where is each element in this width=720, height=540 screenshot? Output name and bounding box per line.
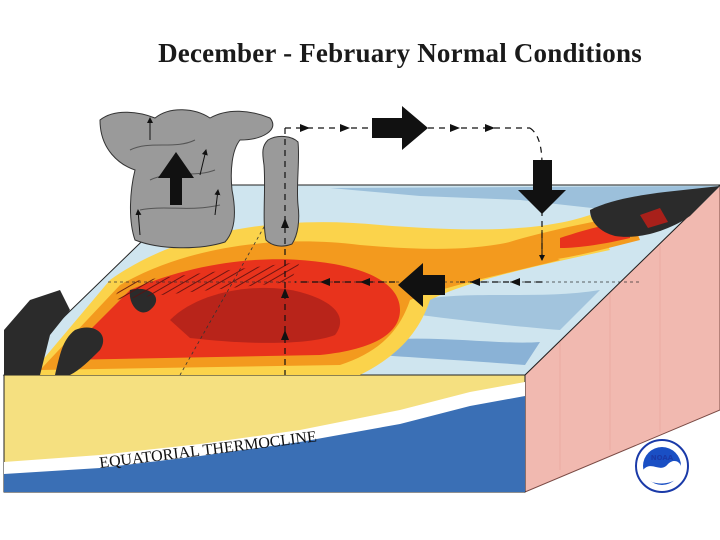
sst-warm-dark — [170, 287, 341, 343]
rising-air-arrow — [158, 152, 194, 205]
land-west — [4, 290, 70, 375]
trade-wind-arrow — [398, 263, 445, 307]
convection-cloud-large — [99, 109, 274, 249]
deep-cold-water — [4, 392, 525, 492]
noaa-logo-text: NOAA — [651, 454, 674, 462]
thermocline-band — [4, 382, 525, 474]
sinking-air-arrow — [518, 160, 566, 214]
convection-hatch — [112, 262, 300, 300]
noaa-logo: NOAA — [635, 439, 689, 493]
convection-cloud-small — [262, 135, 300, 247]
diagram-title: December - February Normal Conditions — [158, 38, 642, 68]
upper-flow-arrow — [372, 106, 428, 150]
